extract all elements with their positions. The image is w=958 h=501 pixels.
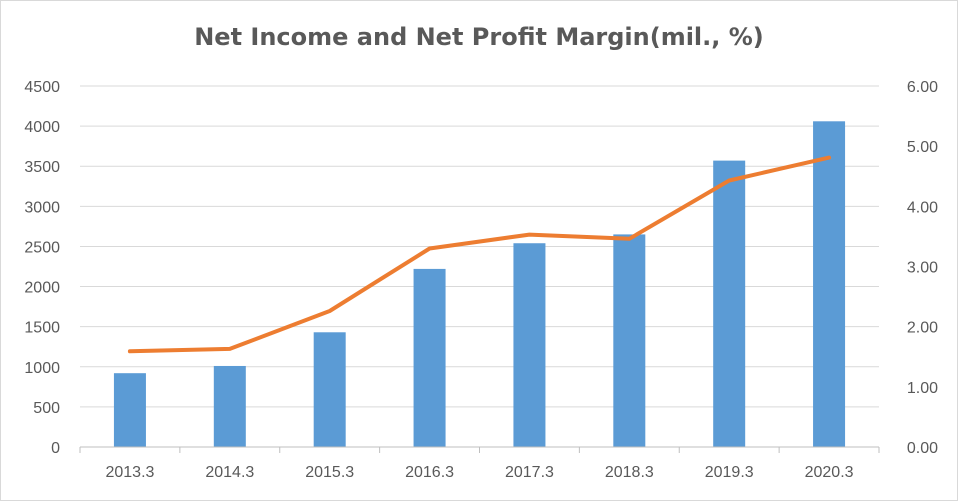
bar [213, 365, 246, 447]
x-tick-label: 2018.3 [605, 464, 654, 481]
y-left-tick-label: 4500 [24, 79, 60, 96]
bar [513, 243, 546, 447]
y-right-tick-label: 3.00 [907, 260, 938, 277]
chart-title: Net Income and Net Profit Margin(mil., %… [194, 23, 764, 51]
y-left-tick-label: 1000 [24, 360, 60, 377]
bar [313, 332, 346, 447]
y-left-tick-label: 2000 [24, 280, 60, 297]
bar [813, 121, 846, 447]
y-right-tick-label: 2.00 [907, 320, 938, 337]
x-tick-label: 2015.3 [305, 464, 354, 481]
y-left-tick-label: 0 [51, 440, 60, 457]
y-right-tick-label: 5.00 [907, 139, 938, 156]
y-left-tick-label: 3000 [24, 199, 60, 216]
x-tick-label: 2017.3 [505, 464, 554, 481]
y-left-tick-label: 1500 [24, 320, 60, 337]
y-right-tick-label: 1.00 [907, 380, 938, 397]
x-tick-label: 2020.3 [805, 464, 854, 481]
y-left-tick-label: 2500 [24, 239, 60, 256]
bar [113, 373, 146, 447]
y-right-tick-label: 4.00 [907, 199, 938, 216]
bar [713, 160, 746, 447]
bar [613, 234, 646, 447]
bar [413, 268, 446, 447]
x-tick-label: 2016.3 [405, 464, 454, 481]
y-left-tick-label: 500 [33, 400, 60, 417]
y-left-tick-label: 3500 [24, 159, 60, 176]
y-right-tick-label: 6.00 [907, 79, 938, 96]
margin-line [127, 155, 832, 354]
x-tick-label: 2014.3 [205, 464, 254, 481]
x-tick-label: 2019.3 [705, 464, 754, 481]
y-right-tick-label: 0.00 [907, 440, 938, 457]
y-left-tick-label: 4000 [24, 119, 60, 136]
x-tick-label: 2013.3 [105, 464, 154, 481]
